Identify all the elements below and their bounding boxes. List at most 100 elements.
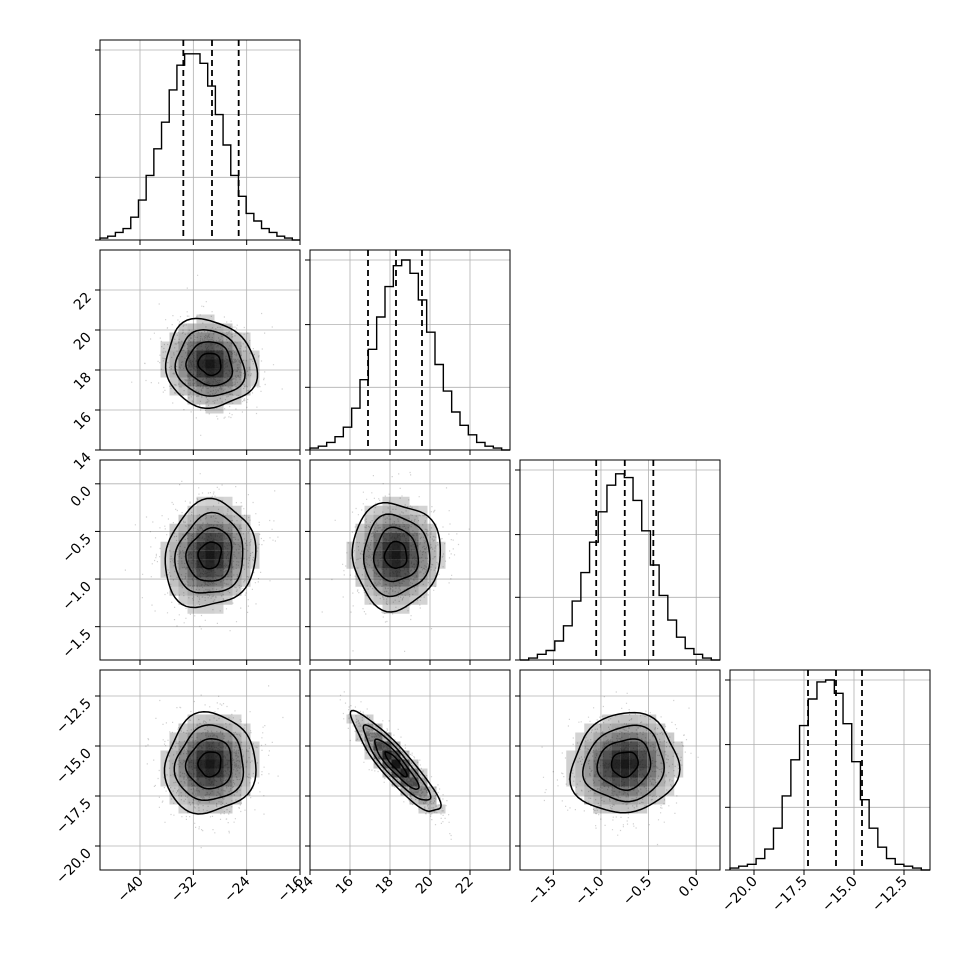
- density-cell-2-0-9-9: [232, 577, 242, 587]
- density-cell-2-1-8-9: [409, 577, 419, 587]
- density-cell-2-1-9-1: [418, 505, 428, 515]
- density-cell-2-0-7-9: [214, 577, 224, 587]
- density-cell-2-1-9-3: [418, 523, 428, 533]
- density-cell-3-1-8-10: [409, 795, 419, 805]
- density-cell-1-0-9-4: [232, 341, 242, 351]
- density-cell-3-0-4-5: [187, 750, 197, 760]
- density-cell-2-1-9-11: [418, 595, 428, 605]
- density-cell-2-0-2-8: [169, 568, 179, 578]
- density-cell-2-0-7-8: [214, 568, 224, 578]
- x-tick-label-1-1: 16: [333, 873, 357, 897]
- density-cell-3-1-8-9: [409, 786, 419, 796]
- density-cell-3-2-1-9: [575, 786, 585, 796]
- density-cell-1-0-4-7: [187, 368, 197, 378]
- density-cell-3-2-1-5: [575, 750, 585, 760]
- scatter-panel-3-2: [519, 669, 721, 871]
- density-cell-3-0-10-5: [241, 750, 251, 760]
- density-cell-2-1-6-5: [391, 541, 401, 551]
- density-cell-3-1-5-4: [382, 741, 392, 751]
- density-cell-2-0-5-1: [196, 505, 206, 515]
- density-cell-3-0-3-5: [178, 750, 188, 760]
- density-cell-2-1-9-6: [418, 550, 428, 560]
- density-cell-3-2-5-2: [611, 723, 621, 733]
- y-tick-label-1-1: 16: [71, 409, 95, 433]
- density-cell-1-0-5-5: [196, 350, 206, 360]
- x-tick-label-2-1: −1.0: [572, 874, 607, 909]
- density-cell-1-0-11-6: [250, 359, 260, 369]
- density-cell-2-1-4-5: [373, 541, 383, 551]
- panel-frame-2-0: [99, 459, 301, 661]
- density-cell-2-0-9-2: [232, 514, 242, 524]
- histogram-panel-3: [725, 669, 931, 871]
- density-cell-2-1-5-5: [382, 541, 392, 551]
- panel-frame-diag-0: [99, 39, 301, 241]
- density-cell-3-0-4-4: [187, 741, 197, 751]
- density-cell-2-1-8-4: [409, 532, 419, 542]
- density-cell-1-0-8-4: [223, 341, 233, 351]
- density-cell-3-2-8-1: [638, 714, 648, 724]
- density-cell-2-0-5-2: [196, 514, 206, 524]
- density-cell-3-0-11-4: [250, 741, 260, 751]
- density-cell-1-0-2-5: [169, 350, 179, 360]
- density-cell-3-1-7-9: [400, 786, 410, 796]
- density-cell-1-0-8-8: [223, 377, 233, 387]
- density-cell-1-0-7-4: [214, 341, 224, 351]
- density-cell-3-2-5-4: [611, 741, 621, 751]
- density-cell-1-0-4-8: [187, 377, 197, 387]
- density-cell-1-0-5-2: [196, 323, 206, 333]
- density-cell-2-0-5-3: [196, 523, 206, 533]
- density-cell-3-2-5-6: [611, 759, 621, 769]
- density-cell-2-1-9-10: [418, 586, 428, 596]
- density-cell-2-1-9-5: [418, 541, 428, 551]
- density-cell-3-1-10-10: [427, 795, 437, 805]
- density-cell-3-1-4-4: [373, 741, 383, 751]
- density-cell-2-1-10-4: [427, 532, 437, 542]
- density-cell-2-0-8-1: [223, 505, 233, 515]
- density-cell-3-2-10-7: [656, 768, 666, 778]
- density-cell-2-1-4-9: [373, 577, 383, 587]
- x-tick-label-2-3: 0.0: [676, 874, 703, 901]
- density-cell-3-2-2-4: [584, 741, 594, 751]
- histogram-step-1: [309, 259, 510, 451]
- density-cell-3-0-9-9: [232, 786, 242, 796]
- density-cell-2-0-8-8: [223, 568, 233, 578]
- density-cell-3-0-8-7: [223, 768, 233, 778]
- density-cell-1-0-1-5: [160, 350, 170, 360]
- density-cell-3-2-7-1: [629, 714, 639, 724]
- y-tick-label-3-2: −15.0: [53, 746, 95, 788]
- density-cell-2-0-1-8: [160, 568, 170, 578]
- density-cell-1-0-5-7: [196, 368, 206, 378]
- density-cell-2-1-9-7: [418, 559, 428, 569]
- density-cell-3-2-2-9: [584, 786, 594, 796]
- density-cell-3-0-10-8: [241, 777, 251, 787]
- density-cell-3-0-6-11: [205, 804, 215, 814]
- density-cell-2-0-4-6: [187, 550, 197, 560]
- density-cell-1-0-3-5: [178, 350, 188, 360]
- contour-2-0-1: [185, 526, 233, 582]
- density-cell-3-0-3-4: [178, 741, 188, 751]
- density-cell-2-1-10-5: [427, 541, 437, 551]
- density-cell-3-0-8-6: [223, 759, 233, 769]
- density-cell-1-0-2-7: [169, 368, 179, 378]
- density-cell-3-0-3-8: [178, 777, 188, 787]
- density-cell-2-0-4-11: [187, 595, 197, 605]
- density-cell-1-0-2-6: [169, 359, 179, 369]
- density-cell-3-2-3-2: [593, 723, 603, 733]
- density-cell-1-0-8-7: [223, 368, 233, 378]
- density-cell-3-0-7-9: [214, 786, 224, 796]
- contour-2-0-3: [164, 497, 257, 609]
- density-cell-2-1-5-11: [382, 595, 392, 605]
- x-tick-label-3-2: −15.0: [819, 874, 861, 916]
- density-cell-3-0-2-6: [169, 759, 179, 769]
- density-cell-1-0-9-6: [232, 359, 242, 369]
- density-cell-2-1-6-0: [391, 496, 401, 506]
- panel-frame-3-2: [519, 669, 721, 871]
- density-cell-3-0-6-8: [205, 777, 215, 787]
- density-cell-2-0-3-9: [178, 577, 188, 587]
- density-cell-2-0-10-9: [241, 577, 251, 587]
- density-cell-2-1-8-6: [409, 550, 419, 560]
- scatter-points-3-1: [339, 691, 452, 840]
- density-cell-2-0-4-3: [187, 523, 197, 533]
- density-cell-2-0-10-7: [241, 559, 251, 569]
- density-cell-3-2-10-10: [656, 795, 666, 805]
